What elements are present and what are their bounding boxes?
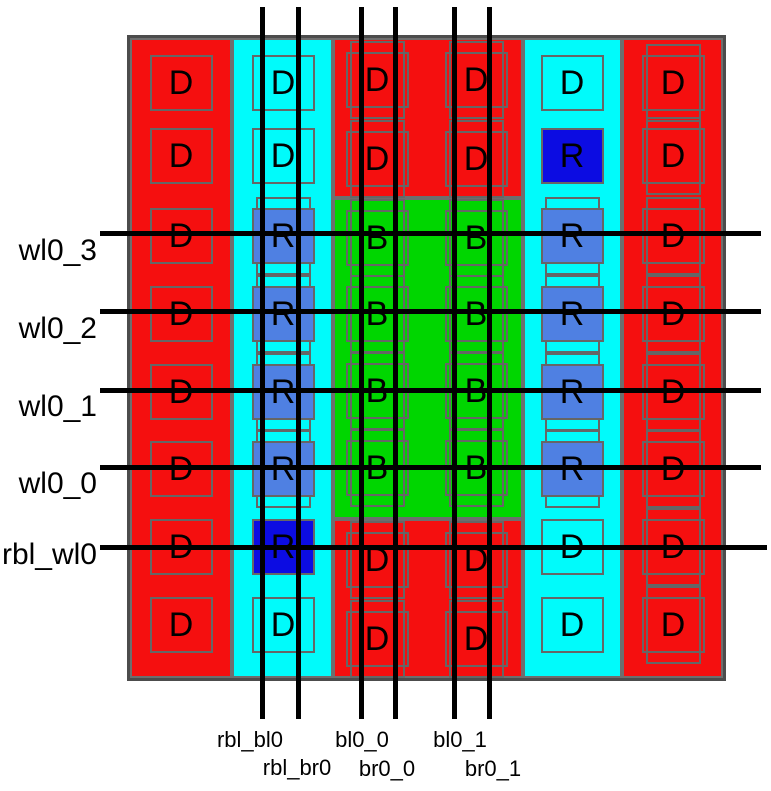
cell-R-r3-c5: R (540, 208, 604, 264)
wordline-wl0_0 (100, 464, 761, 470)
bitline-bl0_0 (358, 7, 364, 719)
cell-letter: D (660, 295, 686, 333)
region-dummy-col-right (622, 38, 723, 678)
cell-D-r8-c3: D (345, 611, 409, 667)
bitline-rbl_br0 (295, 7, 301, 719)
cell-letter: D (270, 64, 296, 102)
cell-R-r2-c5: R (540, 128, 604, 184)
cell-bbox-r8-c3 (349, 600, 405, 678)
cell-letter: R (270, 217, 296, 255)
cell-letter: D (559, 606, 585, 644)
cell-D-r8-c5: D (540, 597, 604, 653)
cell-letter: D (168, 137, 194, 175)
cell-letter: R (270, 295, 296, 333)
cell-bbox-r4-c6 (645, 275, 701, 353)
wordline-wl0_2 (100, 308, 761, 314)
bitline-label-bl0_0: bl0_0 (335, 727, 389, 752)
cell-letter: D (463, 620, 489, 658)
cell-letter: D (660, 606, 686, 644)
cell-bbox-r8-c4 (448, 600, 504, 678)
cell-bbox-r2-c3 (349, 120, 405, 198)
cell-D-r1-c5: D (540, 55, 604, 111)
bitline-br0_1 (486, 7, 492, 719)
cell-D-r8-c6: D (641, 597, 705, 653)
cell-D-r1-c3: D (345, 52, 409, 108)
bitline-label-br0_1: br0_1 (464, 756, 522, 781)
cell-letter: D (559, 64, 585, 102)
cell-letter: D (463, 140, 489, 178)
cell-D-r2-c2: D (251, 128, 315, 184)
cell-D-r1-c6: D (641, 55, 705, 111)
cell-letter: D (660, 137, 686, 175)
cell-D-r1-c4: D (444, 52, 508, 108)
region-dummy-col-left (130, 38, 232, 678)
cell-bbox-r1-c6 (645, 44, 701, 122)
cell-D-r1-c2: D (251, 55, 315, 111)
bitline-rbl_bl0 (259, 7, 265, 719)
wordline-label-wl0_1: wl0_1 (18, 390, 97, 423)
cell-D-r1-c1: D (149, 55, 213, 111)
cell-D-r3-c6: D (641, 208, 705, 264)
cell-D-r4-c6: D (641, 286, 705, 342)
cell-letter: B (464, 219, 488, 257)
cell-letter: D (168, 217, 194, 255)
cell-bbox-r2-c6 (645, 117, 701, 195)
cell-letter: D (364, 620, 390, 658)
wordline-label-wl0_0: wl0_0 (18, 467, 97, 500)
cell-D-r8-c2: D (251, 597, 315, 653)
cell-letter: D (660, 64, 686, 102)
cell-D-r2-c6: D (641, 128, 705, 184)
cell-bbox-r2-c4 (448, 120, 504, 198)
cell-letter: D (463, 61, 489, 99)
cell-bbox-r7-c4 (448, 521, 504, 599)
cell-bbox-r3-c6 (645, 197, 701, 275)
cell-letter: B (365, 219, 389, 257)
cell-letter: R (559, 137, 585, 175)
cell-D-r8-c1: D (149, 597, 213, 653)
wordline-rbl_wl0 (100, 544, 767, 550)
cell-bbox-r1-c3 (349, 41, 405, 119)
cell-D-r4-c1: D (149, 286, 213, 342)
cell-letter: D (168, 606, 194, 644)
cell-letter: D (270, 137, 296, 175)
cell-letter: D (168, 295, 194, 333)
cell-letter: D (270, 606, 296, 644)
cell-letter: D (660, 217, 686, 255)
wordline-wl0_3 (100, 230, 761, 236)
cell-B-r4-c4: B (444, 286, 508, 342)
cell-letter: D (168, 64, 194, 102)
cell-bbox-r7-c3 (349, 521, 405, 599)
cell-letter: D (364, 140, 390, 178)
wordline-label-rbl_wl0: rbl_wl0 (1, 538, 97, 571)
wordline-label-wl0_2: wl0_2 (18, 312, 97, 345)
cell-D-r2-c4: D (444, 131, 508, 187)
wordline-wl0_1 (100, 387, 761, 393)
cell-letter: D (364, 61, 390, 99)
bitline-label-rbl_br0: rbl_br0 (262, 755, 332, 780)
cell-D-r3-c1: D (149, 208, 213, 264)
bitline-label-rbl_bl0: rbl_bl0 (216, 727, 284, 752)
cell-D-r2-c3: D (345, 131, 409, 187)
bitline-bl0_1 (451, 7, 457, 719)
cell-B-r3-c4: B (444, 210, 508, 266)
bitline-label-br0_0: br0_0 (358, 756, 416, 781)
bitline-br0_0 (392, 7, 398, 719)
cell-D-r2-c1: D (149, 128, 213, 184)
cell-bbox-r1-c4 (448, 41, 504, 119)
cell-letter: B (365, 295, 389, 333)
cell-letter: R (559, 217, 585, 255)
cell-D-r8-c4: D (444, 611, 508, 667)
cell-letter: R (559, 295, 585, 333)
cell-B-r4-c3: B (345, 286, 409, 342)
cell-bbox-r8-c6 (645, 586, 701, 664)
cell-letter: B (464, 295, 488, 333)
bitline-label-bl0_1: bl0_1 (433, 727, 487, 752)
wordline-label-wl0_3: wl0_3 (18, 234, 97, 267)
cell-R-r4-c5: R (540, 286, 604, 342)
cell-B-r3-c3: B (345, 210, 409, 266)
